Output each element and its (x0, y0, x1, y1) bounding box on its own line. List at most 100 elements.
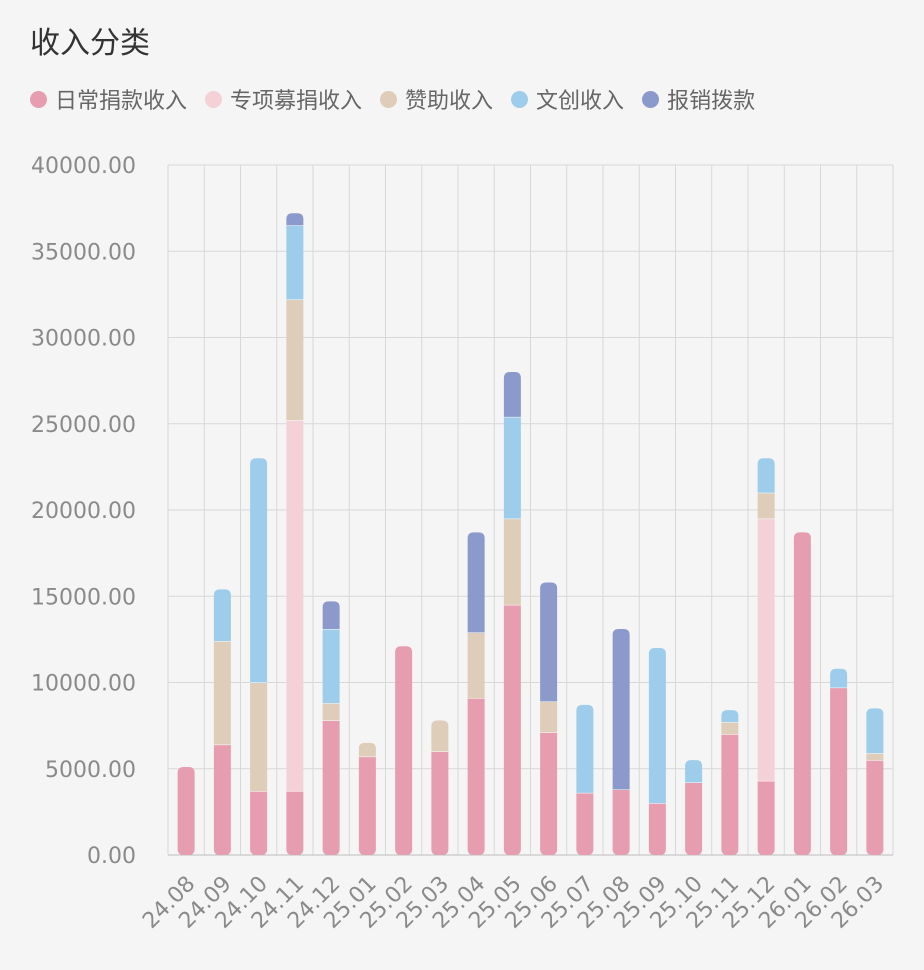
bar-stack (685, 760, 703, 855)
bar-segment[interactable] (866, 760, 884, 855)
bar-segment[interactable] (467, 632, 485, 699)
bar-segment[interactable] (322, 629, 340, 704)
bar-stack (467, 532, 485, 855)
bar-stack (286, 213, 304, 855)
legend-swatch (205, 90, 223, 108)
bar-stack (250, 458, 268, 855)
legend-item[interactable]: 报销拨款 (642, 83, 755, 115)
bar-segment[interactable] (286, 213, 304, 226)
legend-item[interactable]: 日常捐款收入 (30, 83, 187, 115)
bar-segment[interactable] (467, 698, 485, 855)
bar-segment[interactable] (612, 629, 630, 790)
bar-segment[interactable] (250, 791, 268, 855)
legend-swatch (511, 90, 529, 108)
y-tick-label: 20000.00 (31, 499, 136, 524)
bar-segment[interactable] (721, 722, 739, 735)
legend-label: 日常捐款收入 (55, 89, 188, 114)
bar-segment[interactable] (757, 458, 775, 493)
y-tick-label: 0.00 (87, 844, 136, 869)
legend-label: 赞助收入 (405, 89, 494, 114)
bar-segment[interactable] (213, 589, 231, 642)
legend-swatch (642, 90, 660, 108)
bar-stack (503, 372, 521, 855)
bar-segment[interactable] (358, 756, 376, 855)
bar-segment[interactable] (286, 791, 304, 855)
y-tick-label: 35000.00 (31, 240, 136, 265)
bar-stack (322, 601, 340, 855)
bar-segment[interactable] (648, 648, 666, 804)
bar-segment[interactable] (540, 732, 558, 855)
bar-segment[interactable] (648, 803, 666, 855)
y-tick-label: 30000.00 (31, 327, 136, 352)
bar-segment[interactable] (685, 782, 703, 855)
bar-segment[interactable] (358, 742, 376, 757)
bar-segment[interactable] (757, 518, 775, 781)
bar-stack (793, 532, 811, 855)
bar-segment[interactable] (757, 780, 775, 855)
bar-stack (721, 710, 739, 855)
bar-segment[interactable] (830, 687, 848, 855)
bar-segment[interactable] (503, 372, 521, 417)
legend-item[interactable]: 专项募捐收入 (205, 83, 362, 115)
bar-segment[interactable] (286, 225, 304, 300)
legend-label: 文创收入 (536, 89, 625, 114)
legend-item[interactable]: 文创收入 (511, 83, 624, 115)
bar-stack (648, 648, 666, 855)
y-tick-label: 10000.00 (31, 672, 136, 697)
bar-segment[interactable] (612, 789, 630, 855)
bar-segment[interactable] (721, 734, 739, 855)
bar-stack (830, 668, 848, 855)
bar-segment[interactable] (576, 792, 594, 855)
legend-swatch (30, 90, 47, 108)
bar-stack (395, 646, 413, 855)
bar-segment[interactable] (576, 704, 594, 793)
bar-segment[interactable] (866, 753, 884, 761)
chart-title: 收入分类 (30, 26, 150, 61)
legend-swatch (380, 90, 398, 108)
bar-segment[interactable] (395, 646, 413, 855)
bar-stack (612, 629, 630, 855)
bar-segment[interactable] (685, 760, 703, 783)
bar-segment[interactable] (503, 518, 521, 605)
bar-segment[interactable] (503, 604, 521, 855)
bar-segment[interactable] (322, 720, 340, 855)
bar-segment[interactable] (793, 532, 811, 855)
bar-segment[interactable] (286, 299, 304, 421)
bar-stack (358, 742, 376, 855)
bar-stack (213, 589, 231, 855)
bar-segment[interactable] (322, 601, 340, 630)
bar-segment[interactable] (540, 582, 558, 702)
bar-segment[interactable] (866, 708, 884, 754)
bar-segment[interactable] (503, 416, 521, 519)
y-tick-label: 40000.00 (31, 154, 136, 179)
legend-label: 专项募捐收入 (230, 89, 363, 114)
bar-segment[interactable] (322, 703, 340, 721)
bar-stack (177, 767, 195, 855)
bar-stack (576, 704, 594, 855)
bar-segment[interactable] (431, 720, 449, 752)
bar-stack (757, 458, 775, 855)
legend-label: 报销拨款 (667, 89, 756, 114)
bar-segment[interactable] (250, 682, 268, 792)
chart-legend: 日常捐款收入 专项募捐收入 赞助收入 文创收入 报销拨款 (30, 84, 773, 114)
bar-segment[interactable] (540, 701, 558, 733)
bar-segment[interactable] (721, 710, 739, 723)
y-tick-label: 5000.00 (45, 758, 136, 783)
legend-item[interactable]: 赞助收入 (380, 83, 493, 115)
bar-segment[interactable] (250, 458, 268, 683)
bar-segment[interactable] (830, 668, 848, 688)
y-tick-label: 15000.00 (31, 585, 136, 610)
bar-segment[interactable] (177, 767, 195, 855)
bar-stack (540, 582, 558, 855)
bar-stack (866, 708, 884, 855)
bar-segment[interactable] (213, 744, 231, 855)
bar-segment[interactable] (431, 751, 449, 856)
y-tick-label: 25000.00 (31, 413, 136, 438)
bar-segment[interactable] (757, 492, 775, 519)
bar-segment[interactable] (213, 641, 231, 745)
bar-segment[interactable] (286, 420, 304, 792)
bar-segment[interactable] (467, 532, 485, 633)
bar-stack (431, 720, 449, 856)
